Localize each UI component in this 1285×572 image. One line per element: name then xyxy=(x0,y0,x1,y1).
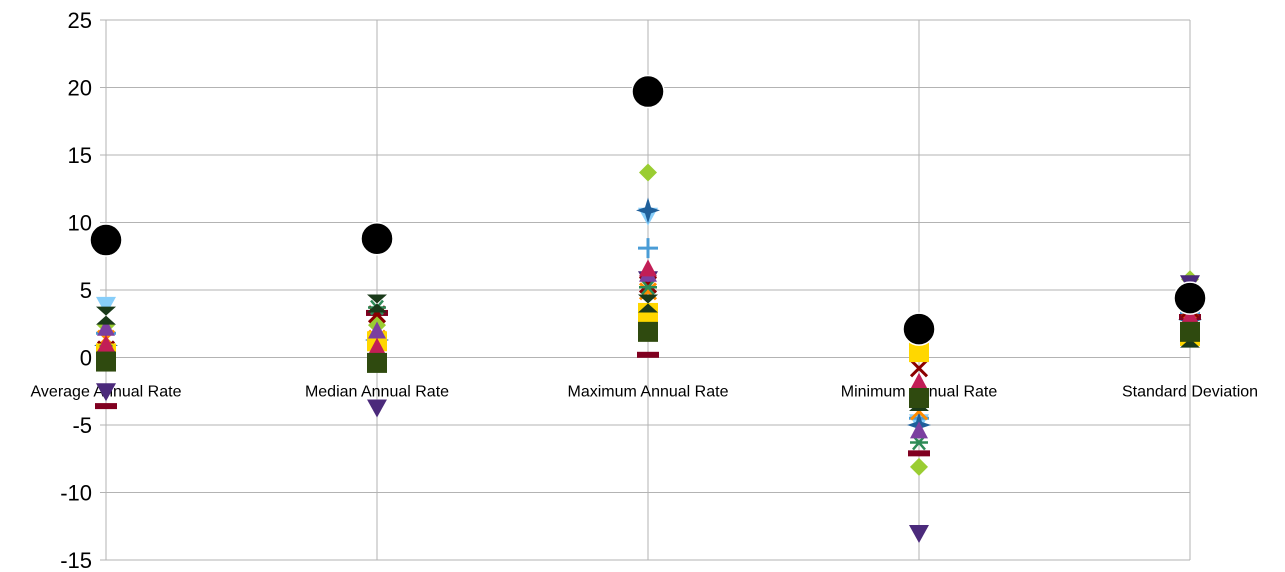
data-point xyxy=(95,403,117,410)
data-point xyxy=(638,321,658,342)
data-point xyxy=(639,259,657,277)
data-point xyxy=(89,223,123,257)
data-point xyxy=(910,421,928,439)
data-point xyxy=(1173,281,1207,315)
data-point xyxy=(368,321,386,339)
y-tick-labels: -15 -10 -5 0 5 10 15 20 25 xyxy=(60,8,92,572)
y-tick-label: -5 xyxy=(72,413,92,438)
y-tick-label: 10 xyxy=(68,211,92,236)
category-label: Standard Deviation xyxy=(1122,384,1258,401)
data-point xyxy=(909,388,929,408)
data-point xyxy=(96,296,116,315)
data-point xyxy=(910,457,928,476)
y-tick-label: 5 xyxy=(80,278,92,303)
data-point xyxy=(96,306,116,325)
data-point xyxy=(639,163,657,182)
category-label: Median Annual Rate xyxy=(305,384,449,401)
data-point xyxy=(631,74,665,109)
data-point xyxy=(1180,321,1200,342)
axes xyxy=(100,19,107,561)
y-tick-label: 20 xyxy=(68,76,92,101)
data-point xyxy=(360,221,394,256)
data-point xyxy=(909,525,929,543)
y-tick-label: 0 xyxy=(80,346,92,371)
data-point xyxy=(637,351,659,358)
data-point xyxy=(638,302,658,323)
data-point xyxy=(910,372,928,390)
data-point xyxy=(368,337,386,355)
data-point xyxy=(367,399,387,418)
data-point xyxy=(639,279,657,296)
data-point xyxy=(908,450,930,457)
data-point xyxy=(902,312,936,346)
y-tick-label: -15 xyxy=(60,548,92,572)
category-labels: Average Annual Rate Median Annual Rate Max… xyxy=(31,384,1259,401)
y-tick-label: 15 xyxy=(68,143,92,168)
data-point xyxy=(367,352,387,373)
data-point xyxy=(97,335,115,352)
data-point xyxy=(1181,306,1199,324)
data-point xyxy=(96,383,116,402)
data-point xyxy=(97,318,115,336)
data-point xyxy=(636,197,660,224)
data-point xyxy=(909,342,929,363)
category-label: Maximum Annual Rate xyxy=(568,384,729,401)
data-point xyxy=(909,359,929,378)
y-tick-label: -10 xyxy=(60,481,92,506)
data-point xyxy=(638,294,658,313)
y-tick-label: 25 xyxy=(68,8,92,33)
data-point xyxy=(96,351,116,372)
data-point xyxy=(367,294,387,313)
data-points xyxy=(89,74,1207,543)
data-point xyxy=(638,238,658,259)
